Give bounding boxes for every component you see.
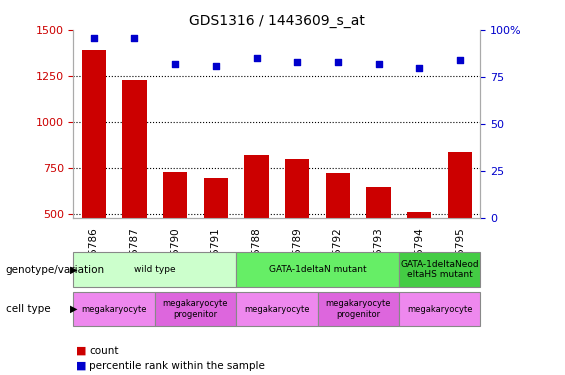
Point [333,59,342,65]
Text: ■: ■ [76,346,87,355]
Point [455,57,464,63]
Text: percentile rank within the sample: percentile rank within the sample [89,361,265,370]
Point [293,59,302,65]
Text: megakaryocyte: megakaryocyte [407,304,472,313]
Point [415,64,424,70]
Text: megakaryocyte: megakaryocyte [244,304,310,313]
Bar [366,187,391,306]
Title: GDS1316 / 1443609_s_at: GDS1316 / 1443609_s_at [189,13,365,28]
Text: GATA-1deltaN mutant: GATA-1deltaN mutant [269,265,366,274]
Text: ■: ■ [76,361,87,370]
Point [211,63,220,69]
Text: ▶: ▶ [70,265,77,274]
Point [374,61,383,67]
Bar [122,80,147,306]
Point [130,34,139,40]
Bar [203,178,228,306]
Bar [285,159,310,306]
Point [89,34,98,40]
Text: genotype/variation: genotype/variation [6,265,105,274]
Bar [407,212,432,306]
Bar [447,152,472,306]
Bar [244,155,269,306]
Text: GATA-1deltaNeod
eltaHS mutant: GATA-1deltaNeod eltaHS mutant [400,260,479,279]
Text: megakaryocyte
progenitor: megakaryocyte progenitor [325,299,391,319]
Text: megakaryocyte: megakaryocyte [81,304,147,313]
Bar [81,50,106,306]
Text: megakaryocyte
progenitor: megakaryocyte progenitor [163,299,228,319]
Text: count: count [89,346,119,355]
Text: cell type: cell type [6,304,50,314]
Point [171,61,180,67]
Bar [325,173,350,306]
Text: wild type: wild type [134,265,176,274]
Point [252,55,261,61]
Text: ▶: ▶ [70,304,77,314]
Bar [163,171,188,306]
